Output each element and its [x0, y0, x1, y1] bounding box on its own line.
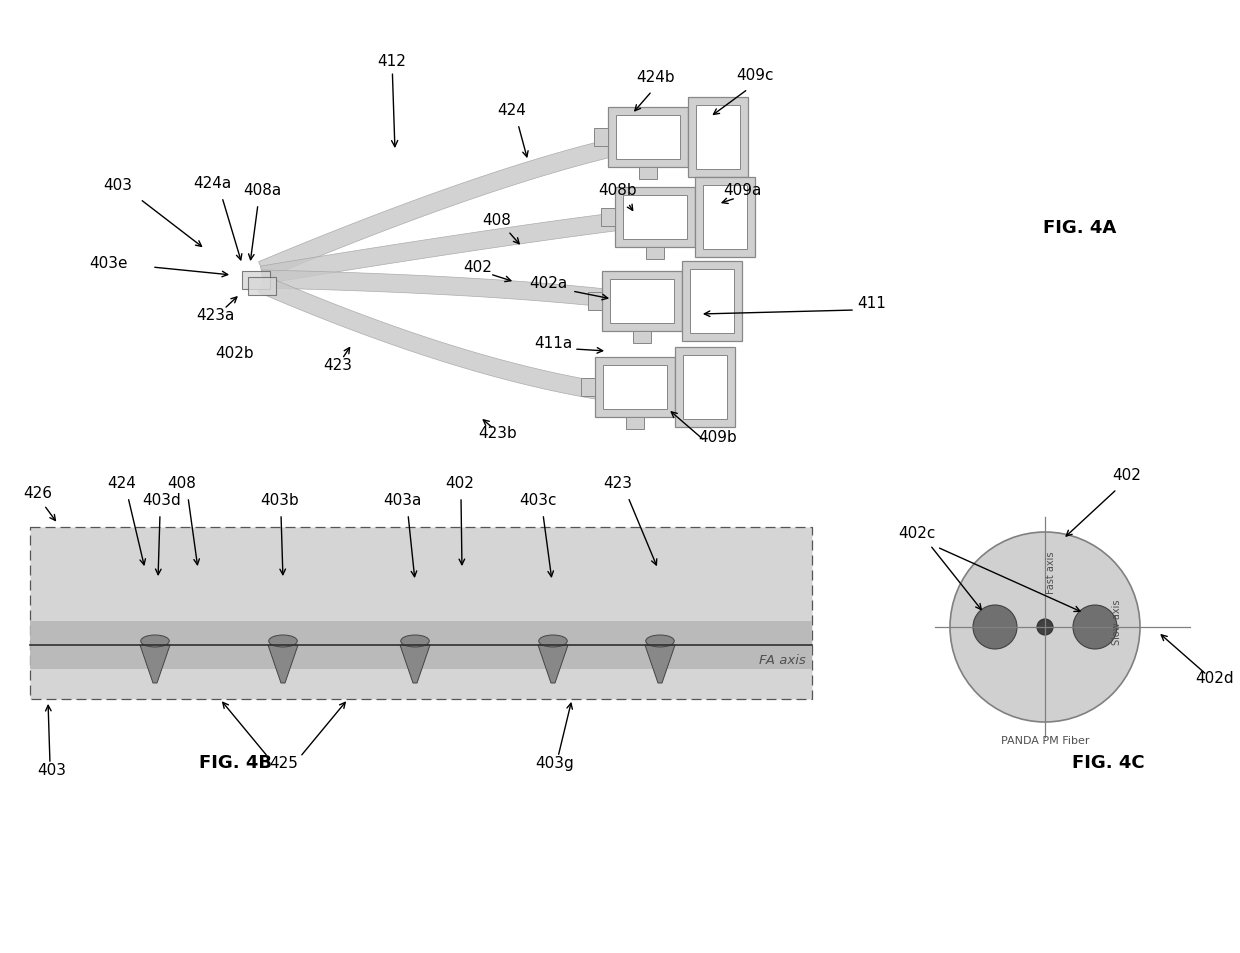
Polygon shape: [632, 332, 651, 344]
Polygon shape: [639, 168, 657, 180]
Text: 403g: 403g: [536, 755, 574, 770]
Polygon shape: [675, 348, 735, 428]
Text: 402c: 402c: [898, 525, 936, 540]
Text: 403b: 403b: [260, 493, 299, 507]
Text: Fast axis: Fast axis: [1047, 551, 1056, 594]
Text: 403: 403: [103, 178, 133, 193]
Polygon shape: [703, 186, 746, 250]
Text: 402: 402: [445, 476, 475, 491]
Ellipse shape: [141, 636, 169, 647]
Polygon shape: [626, 417, 644, 430]
Polygon shape: [258, 139, 618, 279]
Text: 403: 403: [37, 762, 67, 778]
Polygon shape: [401, 645, 430, 683]
Text: FA axis: FA axis: [759, 653, 806, 666]
Polygon shape: [242, 272, 270, 290]
Text: 402d: 402d: [1195, 670, 1234, 685]
Ellipse shape: [269, 636, 298, 647]
Polygon shape: [140, 645, 170, 683]
Text: 408b: 408b: [599, 183, 637, 198]
Ellipse shape: [646, 636, 675, 647]
Polygon shape: [682, 262, 742, 341]
Text: 411: 411: [858, 295, 887, 311]
Text: FIG. 4A: FIG. 4A: [1043, 219, 1117, 236]
Polygon shape: [248, 277, 277, 295]
Polygon shape: [262, 271, 616, 309]
Circle shape: [973, 605, 1017, 649]
Text: 402: 402: [464, 260, 492, 274]
Text: 403d: 403d: [143, 493, 181, 507]
Text: FIG. 4B: FIG. 4B: [198, 753, 272, 771]
Text: 403c: 403c: [520, 493, 557, 507]
Text: 424b: 424b: [636, 70, 676, 85]
Text: 409c: 409c: [737, 68, 774, 83]
Text: 403e: 403e: [89, 255, 128, 271]
Text: PANDA PM Fiber: PANDA PM Fiber: [1001, 735, 1089, 745]
Text: 409b: 409b: [698, 430, 738, 444]
Text: 411a: 411a: [534, 335, 572, 351]
Polygon shape: [694, 178, 755, 257]
Text: 402: 402: [1112, 468, 1142, 482]
Text: 402a: 402a: [529, 275, 567, 291]
Polygon shape: [538, 645, 568, 683]
Ellipse shape: [401, 636, 429, 647]
Ellipse shape: [538, 636, 567, 647]
Text: 409a: 409a: [723, 183, 761, 198]
Polygon shape: [601, 272, 682, 332]
Polygon shape: [260, 213, 624, 285]
Text: 423: 423: [324, 357, 352, 373]
Text: 424: 424: [108, 476, 136, 491]
Text: 426: 426: [24, 485, 52, 500]
Text: 425: 425: [269, 755, 299, 770]
Text: 424a: 424a: [193, 175, 231, 191]
Polygon shape: [594, 129, 608, 147]
Text: 408: 408: [482, 213, 511, 228]
Polygon shape: [595, 357, 675, 417]
Polygon shape: [30, 527, 812, 700]
Polygon shape: [582, 378, 595, 396]
Circle shape: [1073, 605, 1117, 649]
Polygon shape: [616, 116, 680, 160]
Polygon shape: [615, 188, 694, 248]
Polygon shape: [608, 108, 688, 168]
Polygon shape: [696, 106, 740, 170]
Text: 423: 423: [604, 476, 632, 491]
Polygon shape: [588, 293, 601, 311]
Text: 402b: 402b: [216, 346, 254, 360]
Text: FIG. 4C: FIG. 4C: [1071, 753, 1145, 771]
Text: Slow axis: Slow axis: [1112, 598, 1122, 644]
Text: 403a: 403a: [383, 493, 422, 507]
Polygon shape: [258, 276, 609, 401]
Polygon shape: [603, 366, 667, 410]
Polygon shape: [268, 645, 298, 683]
Text: 423b: 423b: [479, 426, 517, 440]
Text: 424: 424: [497, 103, 527, 118]
Text: 423a: 423a: [196, 308, 234, 323]
Polygon shape: [622, 195, 687, 240]
Polygon shape: [688, 98, 748, 178]
Polygon shape: [601, 209, 615, 227]
Polygon shape: [645, 645, 675, 683]
Polygon shape: [646, 248, 663, 260]
Polygon shape: [30, 621, 812, 669]
Circle shape: [1037, 619, 1053, 636]
Polygon shape: [689, 270, 734, 334]
Text: 408: 408: [167, 476, 196, 491]
Circle shape: [950, 533, 1140, 722]
Text: 412: 412: [377, 54, 407, 148]
Polygon shape: [683, 355, 727, 419]
Text: 408a: 408a: [243, 183, 281, 198]
Polygon shape: [610, 280, 675, 324]
